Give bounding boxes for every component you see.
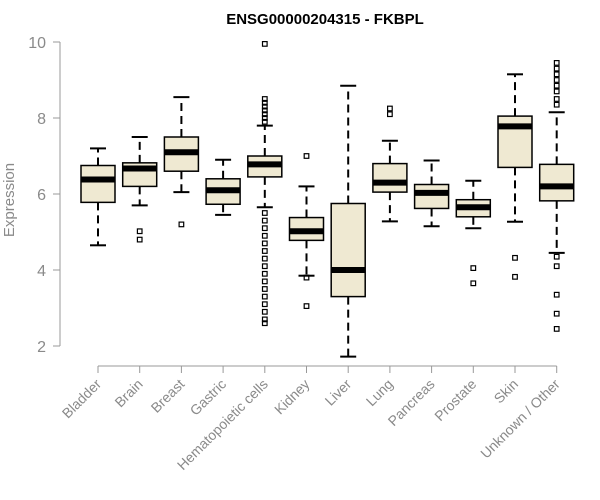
outlier-point (261, 115, 268, 121)
outlier-point (553, 77, 560, 83)
box-lung (372, 105, 408, 223)
outlier-point (512, 254, 518, 261)
y-tick-label: 4 (37, 263, 46, 280)
x-tick-label: Lung (363, 376, 396, 409)
outlier-point (387, 105, 393, 112)
x-tick-label: Skin (491, 376, 522, 407)
outlier-point (553, 59, 560, 66)
outlier-point (261, 316, 268, 323)
outlier-point (553, 326, 560, 332)
outlier-point (553, 310, 560, 317)
box-iqr (80, 164, 116, 204)
box-pancreas (413, 159, 450, 228)
outlier-point (553, 88, 560, 95)
box-breast (163, 96, 200, 228)
outlier-point (470, 280, 477, 287)
box-hematopoietic-cells (247, 40, 283, 327)
box-skin (497, 73, 533, 280)
outlier-point (261, 107, 268, 114)
box-iqr (413, 183, 450, 210)
y-tick-label: 10 (28, 35, 46, 52)
outlier-point (136, 236, 143, 243)
x-tick-label: Brain (111, 376, 145, 410)
box-iqr (372, 162, 408, 193)
box-prostate (455, 179, 492, 287)
outlier-point (261, 40, 268, 47)
outlier-point (553, 65, 560, 72)
box-iqr (330, 202, 366, 298)
outlier-point (261, 225, 268, 232)
box-iqr (538, 163, 575, 202)
outlier-point (303, 274, 310, 281)
outlier-point (261, 248, 268, 254)
outlier-point (261, 286, 268, 292)
box-liver (330, 84, 366, 358)
outlier-point (261, 96, 268, 102)
box-unknown-other (538, 59, 575, 332)
x-tick-label: Bladder (59, 376, 105, 422)
outlier-point (261, 263, 268, 270)
outlier-point (303, 153, 310, 159)
x-tick-label: Liver (322, 376, 355, 409)
axes: 2 4 6 8 10 (28, 35, 557, 367)
outlier-point (136, 228, 143, 235)
outlier-point (261, 217, 268, 224)
y-tick-label: 8 (37, 111, 46, 128)
outlier-point (387, 111, 393, 118)
y-axis-label: Expression (1, 163, 18, 237)
y-tick-label: 6 (37, 187, 46, 204)
box-gastric (205, 158, 241, 216)
x-tick-label: Breast (148, 376, 188, 416)
x-tick-label: Kidney (271, 376, 313, 418)
y-tick-label: 2 (37, 339, 46, 356)
chart-title: ENSG00000204315 - FKBPL (226, 11, 424, 28)
outlier-point (553, 253, 560, 260)
outlier-point (470, 265, 477, 271)
outlier-point (261, 320, 268, 327)
outlier-point (553, 96, 560, 102)
outlier-point (261, 232, 268, 239)
box-kidney (288, 153, 325, 309)
box-bladder (80, 147, 116, 247)
outlier-point (553, 263, 560, 270)
outlier-point (553, 82, 560, 89)
box-brain (121, 136, 158, 243)
outlier-point (261, 111, 268, 118)
outlier-point (261, 293, 268, 300)
outlier-point (261, 270, 268, 277)
outlier-point (261, 118, 268, 125)
outlier-point (553, 101, 560, 108)
outlier-point (261, 240, 268, 247)
outlier-point (261, 99, 268, 106)
outlier-point (261, 210, 268, 216)
outlier-point (512, 273, 518, 280)
outlier-point (303, 303, 310, 309)
outlier-point (261, 103, 268, 110)
outlier-point (261, 308, 268, 315)
boxes-layer (80, 40, 575, 358)
outlier-point (261, 255, 268, 262)
outlier-point (261, 278, 268, 285)
x-tick-label: Unknown / Other (477, 376, 563, 462)
outlier-point (553, 71, 560, 78)
x-tick-label: Prostate (431, 376, 479, 424)
outlier-point (261, 301, 268, 308)
outlier-point (178, 221, 185, 228)
outlier-point (553, 291, 560, 298)
